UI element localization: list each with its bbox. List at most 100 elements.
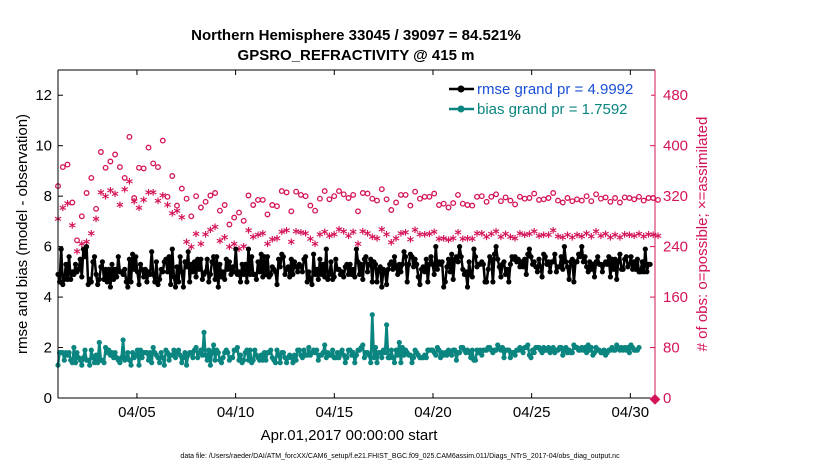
possible-marker: [231, 214, 238, 221]
assimilated-marker: *: [354, 239, 362, 255]
possible-marker: [469, 202, 476, 209]
rmse-point: [350, 266, 356, 272]
rmse-point: [66, 254, 72, 260]
possible-marker: [555, 197, 561, 204]
bias-point: [85, 357, 91, 363]
assimilated-marker: *: [497, 232, 505, 248]
possible-marker: [559, 199, 566, 206]
x-axis: 04/05 04/10 04/15 04/20 04/25 04/30: [118, 70, 649, 421]
bias-point: [344, 355, 350, 361]
rmse-point: [180, 284, 186, 290]
rmse-point: [60, 281, 66, 288]
bias-point: [306, 344, 312, 351]
rmse-point: [112, 266, 118, 272]
rmse-point: [133, 254, 139, 260]
bias-point: [374, 360, 380, 366]
rmse-point: [599, 269, 606, 275]
possible-marker: [450, 200, 457, 207]
possible-marker: [174, 202, 180, 209]
rmse-point: [155, 281, 161, 288]
bias-point: [234, 344, 240, 351]
assimilated-marker: *: [221, 233, 229, 249]
bias-point: [268, 347, 274, 353]
rmse-point: [88, 279, 94, 285]
bias-point: [352, 360, 358, 366]
assimilated-marker: *: [126, 177, 134, 193]
bias-point: [636, 344, 642, 351]
right-tick-label: 400: [663, 138, 688, 155]
rmse-point: [176, 279, 182, 285]
possible-marker: [155, 164, 161, 171]
x-tick-label: 04/10: [217, 404, 255, 421]
assimilated-marker: *: [364, 228, 372, 244]
rmse-point: [480, 261, 486, 267]
bias-point: [212, 357, 218, 363]
chart-title-line2: GPSRO_REFRACTIVITY @ 415 m: [238, 47, 475, 64]
rmse-point: [433, 244, 439, 250]
rmse-point: [523, 271, 529, 277]
possible-marker: [526, 195, 533, 201]
rmse-point: [353, 246, 359, 252]
bias-point: [225, 350, 231, 356]
bias-point: [82, 347, 88, 353]
possible-marker: [502, 194, 509, 201]
rmse-point: [491, 251, 498, 257]
possible-marker: [507, 197, 514, 204]
possible-marker: [102, 164, 109, 171]
rmse-point: [115, 254, 121, 260]
rmse-point: [104, 279, 110, 285]
assimilated-marker: *: [211, 222, 219, 238]
possible-marker: [488, 193, 495, 200]
assimilated-marker: *: [645, 230, 653, 246]
possible-marker: [616, 199, 623, 206]
possible-marker: [116, 164, 123, 171]
rmse-point: [215, 284, 221, 290]
rmse-point: [580, 259, 587, 265]
rmse-point: [536, 256, 542, 262]
bias-point: [230, 355, 236, 361]
right-tick-label: 80: [663, 340, 680, 357]
rmse-point: [484, 279, 490, 285]
bias-point: [384, 322, 390, 328]
rmse-point: [357, 271, 363, 277]
rmse-point: [550, 259, 556, 265]
assimilated-marker: *: [288, 237, 296, 253]
rmse-point: [325, 276, 331, 282]
rmse-point: [311, 251, 317, 257]
rmse-point: [560, 266, 566, 272]
assimilated-marker: *: [421, 230, 429, 246]
rmse-point: [285, 264, 291, 270]
possible-marker: [355, 208, 361, 215]
rmse-point: [172, 284, 179, 290]
rmse-point: [90, 259, 96, 265]
rmse-point: [444, 264, 450, 270]
bias-point: [79, 362, 85, 368]
rmse-point: [471, 246, 477, 252]
bias-point: [368, 360, 374, 366]
assimilated-marker: *: [64, 199, 72, 215]
possible-marker: [378, 186, 385, 193]
possible-marker: [226, 221, 233, 228]
rmse-point: [252, 271, 258, 277]
zero-count-marker: ◆: [650, 391, 661, 407]
rmse-point: [76, 266, 82, 272]
rmse-point: [264, 254, 271, 260]
rmse-point: [171, 274, 177, 280]
possible-marker: [393, 199, 400, 206]
rmse-point: [620, 266, 626, 272]
possible-marker: [369, 195, 376, 202]
assimilated-marker: *: [197, 239, 205, 255]
rmse-point: [93, 271, 99, 277]
rmse-point: [539, 274, 545, 280]
bias-point: [204, 357, 210, 363]
bias-point: [180, 355, 186, 361]
left-tick-label: 8: [44, 188, 52, 205]
rmse-point: [439, 259, 445, 265]
bias-point: [322, 342, 328, 348]
assimilated-marker: *: [459, 234, 467, 250]
assimilated-marker: *: [359, 226, 367, 242]
rmse-point: [141, 274, 147, 280]
assimilated-marker: *: [145, 187, 153, 203]
bias-point: [284, 360, 290, 366]
bias-point: [176, 347, 182, 353]
